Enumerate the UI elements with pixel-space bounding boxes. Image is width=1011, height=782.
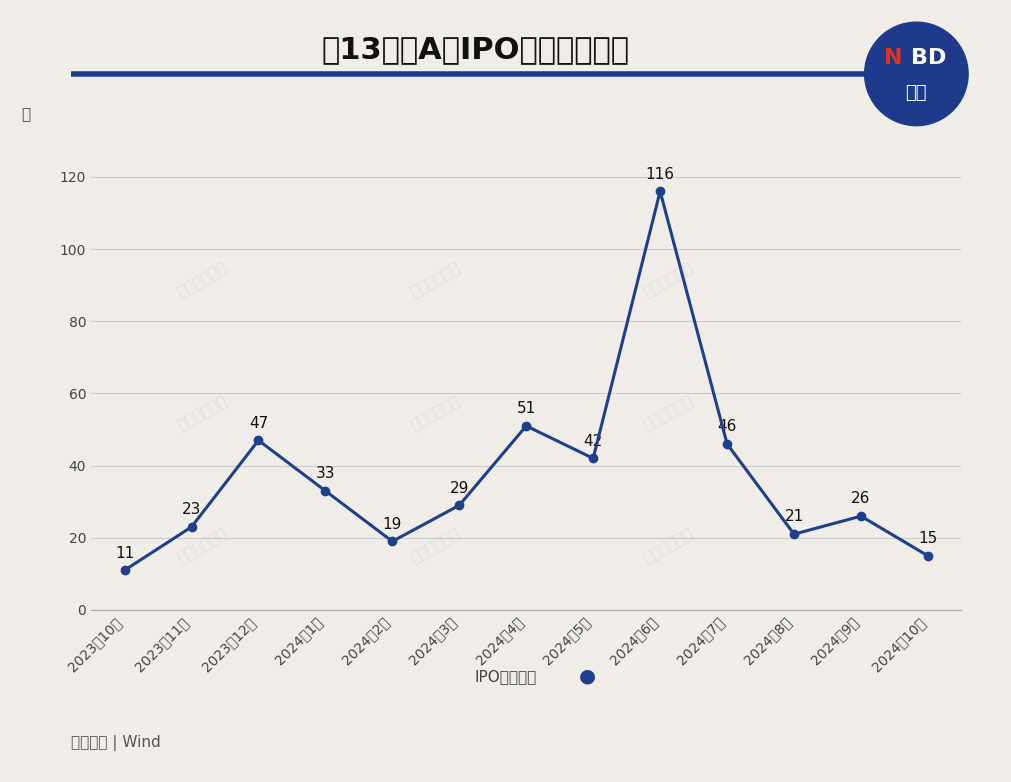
Text: 23: 23 [182, 502, 201, 517]
Text: BD: BD [911, 48, 945, 68]
Text: 每日经济新闻: 每日经济新闻 [175, 260, 229, 300]
Text: 21: 21 [784, 509, 803, 525]
Text: 家: 家 [21, 107, 30, 122]
Text: 数据来源 | Wind: 数据来源 | Wind [71, 735, 161, 751]
Text: 47: 47 [249, 415, 268, 431]
Text: 近13个月A股IPO申报终止数量: 近13个月A股IPO申报终止数量 [321, 35, 629, 64]
Text: 33: 33 [315, 466, 335, 481]
Text: 数据: 数据 [905, 84, 926, 102]
Text: 42: 42 [583, 434, 603, 449]
Text: 29: 29 [449, 481, 468, 496]
Circle shape [863, 22, 968, 126]
Text: 每日经济新闻: 每日经济新闻 [640, 393, 695, 433]
Text: IPO终止数量: IPO终止数量 [474, 669, 537, 684]
Text: 11: 11 [115, 546, 134, 561]
Text: 19: 19 [382, 517, 401, 532]
Text: 46: 46 [717, 419, 736, 434]
Text: 51: 51 [516, 401, 536, 416]
Text: N: N [883, 48, 902, 68]
Text: 每日经济新闻: 每日经济新闻 [175, 526, 229, 566]
Text: 15: 15 [917, 531, 936, 546]
Text: 116: 116 [645, 167, 674, 181]
Text: 每日经济新闻: 每日经济新闻 [640, 260, 695, 300]
Text: 每日经济新闻: 每日经济新闻 [407, 526, 462, 566]
Text: 每日经济新闻: 每日经济新闻 [175, 393, 229, 433]
Text: 每日经济新闻: 每日经济新闻 [407, 260, 462, 300]
Text: 每日经济新闻: 每日经济新闻 [407, 393, 462, 433]
Text: 每日经济新闻: 每日经济新闻 [640, 526, 695, 566]
Text: 26: 26 [850, 491, 869, 507]
Text: ●: ● [578, 667, 594, 686]
